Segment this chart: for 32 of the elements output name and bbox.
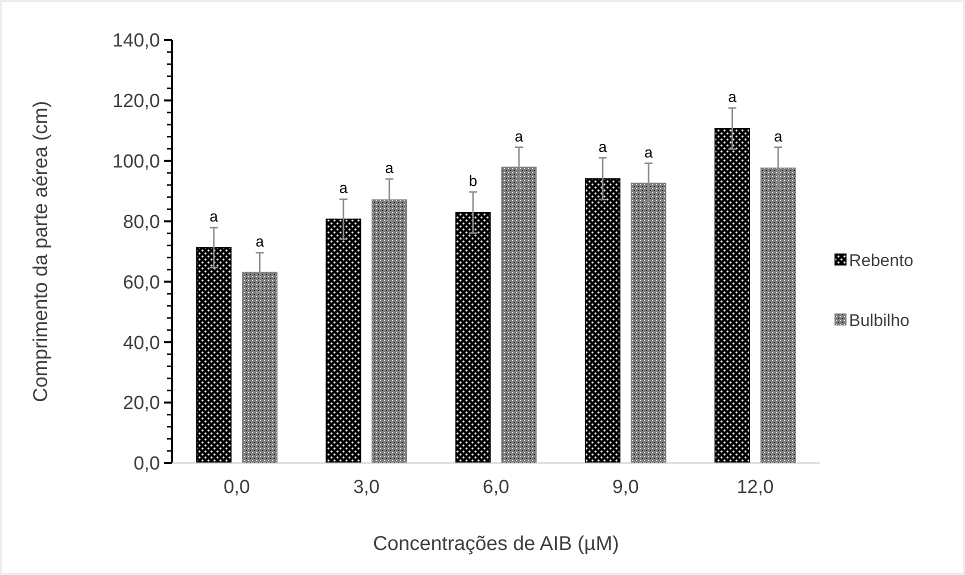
bar: [455, 212, 491, 464]
x-tick-label: 12,0: [736, 477, 774, 498]
bar: [326, 218, 362, 464]
bar: [196, 247, 232, 464]
x-axis-title: Concentrações de AIB (µM): [372, 533, 620, 555]
bar: [714, 128, 750, 464]
annotation: a: [339, 180, 348, 198]
y-tick-label: 0,0: [134, 454, 160, 475]
x-tick-label: 3,0: [353, 477, 380, 498]
y-tick-label: 120,0: [112, 91, 160, 112]
y-tick-label: 60,0: [123, 272, 160, 294]
annotation: a: [385, 160, 394, 177]
bar: [584, 178, 620, 464]
annotation: a: [210, 208, 219, 226]
y-tick-label: 20,0: [123, 393, 160, 414]
x-tick-label: 0,0: [224, 477, 250, 498]
y-tick-label: 40,0: [123, 332, 160, 354]
annotation: a: [256, 234, 265, 251]
annotation: a: [644, 144, 654, 162]
annotation: a: [598, 138, 608, 156]
y-axis-title: Comprimento da parte aérea (cm): [30, 100, 52, 402]
y-tick-label: 140,0: [112, 30, 160, 52]
legend-label: Rebento: [849, 250, 914, 270]
annotation: b: [468, 172, 478, 190]
y-tick-label: 80,0: [123, 212, 160, 233]
annotation: a: [728, 88, 738, 106]
x-tick-label: 6,0: [482, 477, 510, 498]
annotation: a: [774, 128, 783, 146]
y-tick-label: 100,0: [112, 152, 160, 173]
x-tick-label: 9,0: [612, 477, 639, 498]
annotation: a: [514, 128, 524, 146]
legend-label: Bulbilho: [849, 310, 910, 330]
